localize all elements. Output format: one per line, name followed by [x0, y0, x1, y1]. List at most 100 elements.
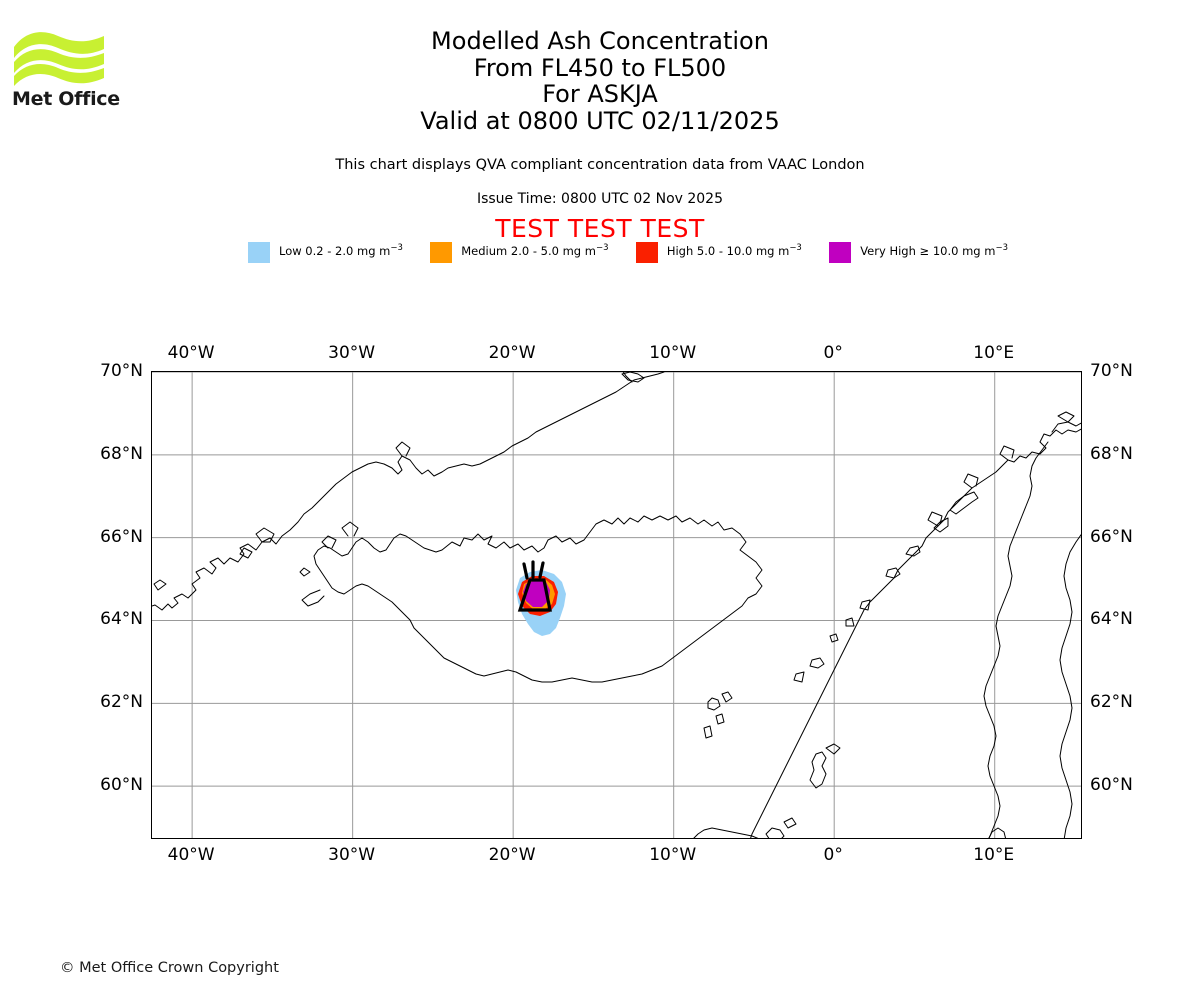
- legend-label-high: High 5.0 - 10.0 mg m−3: [666, 243, 802, 259]
- lat-tick-right-68°N: 68°N: [1090, 443, 1133, 464]
- coastline-iceland-fjord-nw2: [341, 521, 359, 537]
- map-frame: [151, 371, 1082, 839]
- legend-swatch-high: [635, 241, 658, 263]
- lat-tick-right-64°N: 64°N: [1090, 609, 1133, 630]
- qva-compliance-note: This chart displays QVA compliant concen…: [335, 157, 865, 173]
- lon-tick-bottom-10°W: 10°W: [649, 845, 697, 865]
- lon-tick-top-0°: 0°: [823, 343, 843, 363]
- title-line-2: From FL450 to FL500: [473, 53, 727, 82]
- coastline-norway-lofoten-1: [949, 491, 979, 515]
- legend-swatch-medium: [430, 241, 453, 263]
- title-line-1: Modelled Ash Concentration: [431, 27, 769, 55]
- issue-time-label: Issue Time: 0800 UTC 02 Nov 2025: [476, 191, 724, 207]
- coastline-norway-fjord-a: [999, 445, 1015, 461]
- lat-tick-left-62°N: 62°N: [100, 692, 143, 713]
- coastline-norway-islet-5: [829, 633, 839, 643]
- coastline-greenland-islet-1: [299, 567, 311, 577]
- coastline-norway-fjord-c: [927, 511, 943, 527]
- graticule-gridlines: [152, 372, 1081, 838]
- coastline-orkney: [765, 827, 785, 838]
- met-office-logo: Met Office: [12, 25, 122, 115]
- lon-tick-top-30°W: 30°W: [328, 343, 376, 363]
- legend-entry-very-high: Very High ≥ 10.0 mg m−3: [829, 241, 1008, 263]
- coastline-denmark: [988, 827, 1007, 838]
- coastline-faroe-2: [721, 691, 733, 703]
- coastline-small-island-north: [621, 372, 645, 383]
- legend-exponent-low: −3: [390, 243, 403, 254]
- legend-label-low: Low 0.2 - 2.0 mg m−3: [279, 243, 403, 259]
- coastline-norway-islet-6: [809, 657, 825, 669]
- met-office-logo-text: Met Office: [12, 88, 120, 110]
- coastline-greenland-islet-2: [153, 579, 167, 591]
- lon-tick-top-10°E: 10°E: [973, 343, 1015, 363]
- legend-exponent-high: −3: [789, 243, 802, 254]
- lon-tick-bottom-0°: 0°: [823, 845, 843, 865]
- legend-text-medium: Medium 2.0 - 5.0 mg m: [461, 244, 596, 259]
- legend-entry-medium: Medium 2.0 - 5.0 mg m−3: [430, 241, 608, 263]
- copyright-notice: © Met Office Crown Copyright: [60, 960, 279, 976]
- coastline-greenland: [152, 372, 665, 611]
- lon-tick-bottom-30°W: 30°W: [328, 845, 376, 865]
- coastline-scotland: [693, 827, 759, 838]
- volcano-symbol-icon: [517, 560, 552, 612]
- legend-text-very-high: Very High ≥ 10.0 mg m: [860, 244, 996, 259]
- coastline-iceland: [313, 515, 763, 683]
- coastline-sweden-border-coast: [1059, 533, 1081, 838]
- coastline-norway-inner-coast: [983, 441, 1049, 838]
- coastlines: [152, 372, 1081, 838]
- title-line-3: For ASKJA: [542, 80, 658, 108]
- lat-tick-left-64°N: 64°N: [100, 609, 143, 630]
- coastline-iceland-peninsula-w: [301, 589, 325, 607]
- coastline-faroe-3: [715, 713, 725, 725]
- coastline-norway: [750, 428, 1081, 838]
- coastline-norway-island-3: [859, 599, 871, 611]
- lat-tick-right-62°N: 62°N: [1090, 692, 1133, 713]
- lat-tick-right-66°N: 66°N: [1090, 526, 1133, 547]
- title-line-4: Valid at 0800 UTC 02/11/2025: [420, 106, 780, 135]
- page-title: Modelled Ash Concentration From FL450 to…: [0, 28, 1200, 134]
- coastline-norway-fjord-b: [963, 473, 979, 489]
- lat-tick-left-66°N: 66°N: [100, 526, 143, 547]
- lon-tick-bottom-10°E: 10°E: [973, 845, 1015, 865]
- legend-exponent-medium: −3: [595, 243, 609, 254]
- plume-contour-very-high: [523, 580, 550, 607]
- ash-concentration-map[interactable]: [151, 371, 1082, 839]
- coastline-greenland-fjord-1: [395, 441, 411, 457]
- coastline-shetland-north: [825, 743, 841, 755]
- legend-label-medium: Medium 2.0 - 5.0 mg m−3: [461, 243, 609, 259]
- coastline-iceland-fjord-nw: [321, 535, 337, 549]
- coastline-norway-island-1: [905, 545, 921, 557]
- legend-swatch-very-high: [829, 241, 852, 263]
- coastline-shetland: [809, 751, 827, 789]
- lat-tick-right-60°N: 60°N: [1090, 775, 1133, 796]
- coastline-norway-island-2: [885, 567, 901, 579]
- map-canvas: [152, 372, 1081, 838]
- legend-text-high: High 5.0 - 10.0 mg m: [666, 244, 790, 259]
- coastline-faroe-1: [707, 697, 721, 711]
- concentration-legend: Low 0.2 - 2.0 mg m−3 Medium 2.0 - 5.0 mg…: [248, 240, 1008, 264]
- lon-tick-bottom-20°W: 20°W: [488, 845, 536, 865]
- coastline-norway-islet-8: [1057, 411, 1075, 423]
- lon-tick-top-10°W: 10°W: [649, 343, 697, 363]
- coastline-greenland-inlet-2: [239, 547, 253, 559]
- test-banner: TEST TEST TEST: [495, 214, 705, 243]
- legend-entry-high: High 5.0 - 10.0 mg m−3: [635, 241, 802, 263]
- legend-text-low: Low 0.2 - 2.0 mg m: [279, 244, 391, 259]
- legend-entry-low: Low 0.2 - 2.0 mg m−3: [248, 241, 403, 263]
- coastline-greenland-bay: [255, 527, 275, 543]
- coastline-faroe-4: [703, 725, 713, 739]
- coastline-norway-island-4: [845, 617, 855, 627]
- lon-tick-bottom-40°W: 40°W: [167, 845, 215, 865]
- legend-exponent-very-high: −3: [995, 243, 1008, 254]
- legend-swatch-low: [248, 241, 270, 263]
- coastline-norway-islet-7: [793, 671, 805, 683]
- coastline-norway-lofoten-2: [933, 517, 949, 533]
- met-office-wave-icon: [14, 32, 104, 86]
- lat-tick-right-70°N: 70°N: [1090, 361, 1133, 381]
- coastline-orkney-islet: [783, 817, 797, 829]
- lat-tick-left-70°N: 70°N: [100, 361, 143, 381]
- lon-tick-top-20°W: 20°W: [488, 343, 536, 363]
- lon-tick-top-40°W: 40°W: [167, 343, 215, 363]
- legend-label-very-high: Very High ≥ 10.0 mg m−3: [860, 243, 1008, 259]
- lat-tick-left-68°N: 68°N: [100, 443, 143, 464]
